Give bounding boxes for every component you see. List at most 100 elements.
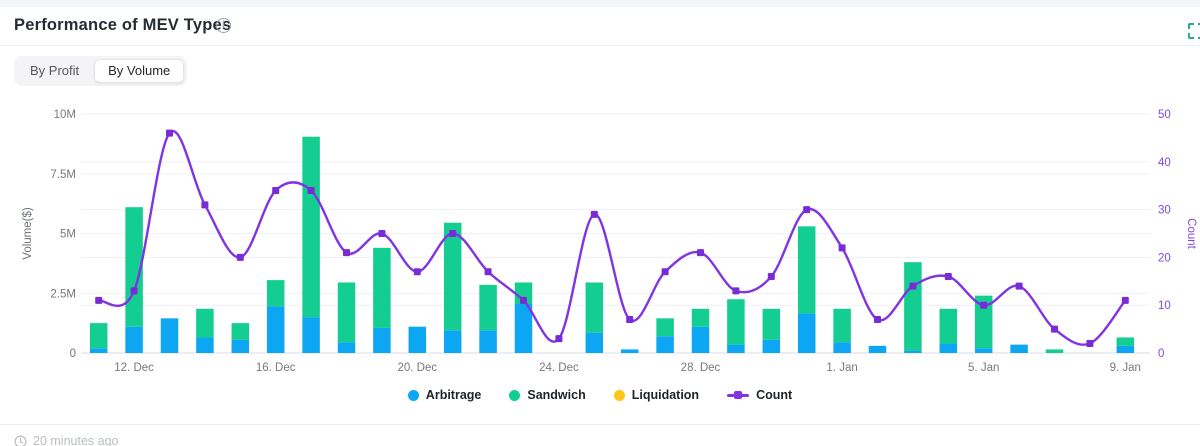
count-line[interactable] [97, 129, 1127, 346]
x-tick-label: 24. Dec [539, 362, 579, 374]
bar-segment-sandwich[interactable] [514, 282, 533, 305]
count-marker [590, 210, 598, 218]
tab-by-profit[interactable]: By Profit [30, 63, 80, 78]
gridlines [81, 113, 1150, 354]
x-tick-label: 5. Jan [968, 362, 999, 374]
right-tick-label: 10 [1158, 300, 1171, 312]
info-icon[interactable]: i [216, 18, 231, 33]
bar-segment-sandwich[interactable] [1116, 337, 1135, 346]
bar-segment-arbitrage[interactable] [727, 344, 745, 353]
last-updated-text: 20 minutes ago [33, 434, 119, 446]
bar-segment-sandwich[interactable] [727, 299, 745, 345]
page-title: Performance of MEV Types [14, 16, 232, 34]
arbitrage-dot-icon [407, 389, 419, 401]
bar-segment-sandwich[interactable] [904, 262, 922, 351]
legend-item-count[interactable]: Count [727, 388, 792, 402]
count-marker [201, 201, 209, 209]
count-marker [520, 296, 527, 304]
bar-segment-sandwich[interactable] [939, 308, 958, 344]
left-tick-label: 2.5M [50, 288, 76, 300]
bar-segment-arbitrage[interactable] [939, 343, 958, 353]
count-marker [626, 316, 634, 324]
count-marker [944, 273, 952, 281]
bar-segment-sandwich[interactable] [89, 323, 108, 349]
right-axis-name: Count [1185, 218, 1197, 249]
x-tick-label: 9. Jan [1110, 362, 1141, 374]
count-marker [980, 301, 988, 309]
bar-segment-arbitrage[interactable] [160, 318, 179, 353]
footer-divider [0, 424, 1200, 425]
bar-segment-sandwich[interactable] [585, 282, 604, 333]
bar-segment-arbitrage[interactable] [620, 349, 639, 353]
bar-segment-arbitrage[interactable] [762, 339, 781, 353]
bar-segment-arbitrage[interactable] [373, 327, 391, 353]
bar-segment-sandwich[interactable] [373, 247, 391, 328]
count-marker [272, 186, 280, 194]
bar-segment-sandwich[interactable] [797, 226, 816, 314]
right-tick-label: 0 [1158, 348, 1164, 360]
bar-segment-sandwich[interactable] [691, 308, 710, 327]
bar-segment-sandwich[interactable] [266, 280, 285, 307]
count-marker [413, 268, 421, 276]
bar-segment-arbitrage[interactable] [443, 330, 462, 353]
legend-label: Arbitrage [425, 388, 482, 402]
bar-segment-arbitrage[interactable] [408, 326, 427, 353]
bars-layer[interactable] [89, 136, 1135, 353]
clock-icon [14, 435, 27, 446]
count-marker [555, 335, 563, 343]
bar-segment-sandwich[interactable] [656, 318, 674, 337]
legend-item-sandwich[interactable]: Sandwich [509, 388, 586, 402]
bar-segment-arbitrage[interactable] [302, 317, 320, 353]
bar-segment-arbitrage[interactable] [266, 306, 285, 353]
count-line-markers[interactable] [95, 129, 1129, 347]
bar-segment-arbitrage[interactable] [585, 332, 604, 353]
tab-by-volume[interactable]: By Volume [94, 59, 185, 83]
chart-header: Performance of MEV Types i [0, 7, 1200, 46]
bar-segment-sandwich[interactable] [1045, 349, 1064, 353]
chart-legend: Arbitrage Sandwich Liquidation Count [0, 388, 1200, 402]
bar-segment-sandwich[interactable] [302, 136, 320, 318]
bar-segment-arbitrage[interactable] [868, 345, 887, 353]
liquidation-dot-icon [613, 389, 625, 401]
bar-segment-arbitrage[interactable] [974, 348, 993, 353]
left-tick-label: 10M [54, 109, 76, 121]
bar-segment-sandwich[interactable] [833, 308, 851, 343]
bar-segment-sandwich[interactable] [762, 308, 781, 340]
bar-segment-arbitrage[interactable] [337, 342, 356, 353]
bar-segment-arbitrage[interactable] [89, 348, 108, 353]
bar-segment-arbitrage[interactable] [797, 313, 816, 353]
count-marker [732, 287, 740, 295]
count-marker [95, 296, 103, 304]
bar-segment-arbitrage[interactable] [231, 339, 250, 353]
bar-segment-arbitrage[interactable] [904, 350, 922, 353]
bar-segment-arbitrage[interactable] [1010, 344, 1028, 353]
bar-segment-arbitrage[interactable] [514, 304, 533, 353]
bar-segment-sandwich[interactable] [231, 323, 250, 340]
left-tick-label: 0 [70, 348, 76, 360]
count-marker [661, 268, 669, 276]
bar-segment-sandwich[interactable] [337, 282, 356, 343]
bar-segment-arbitrage[interactable] [833, 342, 851, 353]
count-marker [838, 244, 846, 252]
count-marker [803, 206, 811, 214]
bar-segment-arbitrage[interactable] [196, 337, 214, 353]
legend-label: Sandwich [527, 388, 586, 402]
bar-segment-sandwich[interactable] [443, 222, 462, 331]
legend-item-arbitrage[interactable]: Arbitrage [407, 388, 482, 402]
bar-segment-sandwich[interactable] [196, 308, 214, 338]
bar-segment-sandwich[interactable] [974, 295, 993, 349]
bar-segment-sandwich[interactable] [479, 284, 497, 331]
bar-segment-arbitrage[interactable] [479, 330, 497, 353]
count-marker [166, 129, 173, 137]
bar-segment-arbitrage[interactable] [691, 326, 710, 353]
legend-label: Liquidation [631, 388, 700, 402]
bar-segment-arbitrage[interactable] [1116, 345, 1135, 353]
left-axis-tick-labels: 0 2.5M 5M 7.5M 10M [50, 109, 76, 360]
count-marker [343, 249, 350, 257]
screenshot-frame-icon[interactable] [1188, 23, 1200, 39]
count-marker [874, 316, 881, 324]
legend-item-liquidation[interactable]: Liquidation [613, 388, 700, 402]
bar-segment-arbitrage[interactable] [125, 326, 143, 353]
bar-segment-arbitrage[interactable] [656, 336, 674, 353]
